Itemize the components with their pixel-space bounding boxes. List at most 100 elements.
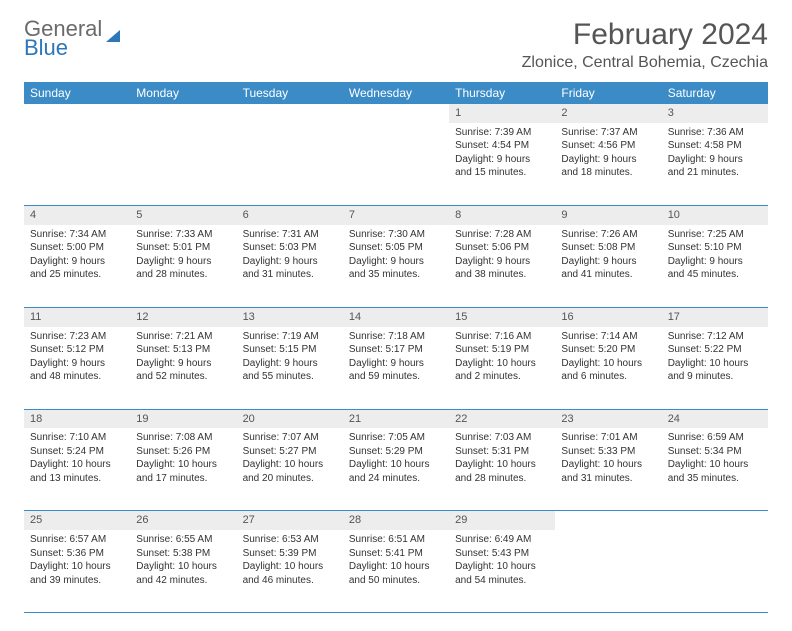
daylight-text: and 13 minutes. <box>30 472 124 486</box>
sunset-text: Sunset: 5:41 PM <box>349 547 443 561</box>
day-number: 4 <box>24 205 130 224</box>
sunrise-text: Sunrise: 7:10 AM <box>30 431 124 445</box>
day-number: 28 <box>343 511 449 530</box>
day-number-row: 11121314151617 <box>24 307 768 326</box>
daylight-text: Daylight: 10 hours <box>136 458 230 472</box>
daylight-text: and 28 minutes. <box>136 268 230 282</box>
day-cell: Sunrise: 7:05 AMSunset: 5:29 PMDaylight:… <box>343 428 449 511</box>
sunset-text: Sunset: 4:54 PM <box>455 139 549 153</box>
daylight-text: Daylight: 9 hours <box>349 255 443 269</box>
sunrise-text: Sunrise: 7:25 AM <box>668 228 762 242</box>
sunset-text: Sunset: 5:38 PM <box>136 547 230 561</box>
day-number: 16 <box>555 307 661 326</box>
daylight-text: Daylight: 10 hours <box>668 357 762 371</box>
sunset-text: Sunset: 5:27 PM <box>243 445 337 459</box>
daylight-text: Daylight: 9 hours <box>455 255 549 269</box>
daylight-text: and 52 minutes. <box>136 370 230 384</box>
daylight-text: and 6 minutes. <box>561 370 655 384</box>
location: Zlonice, Central Bohemia, Czechia <box>522 54 768 72</box>
day-cell: Sunrise: 7:25 AMSunset: 5:10 PMDaylight:… <box>662 225 768 308</box>
day-number: 8 <box>449 205 555 224</box>
sunset-text: Sunset: 5:08 PM <box>561 241 655 255</box>
day-cell: Sunrise: 6:59 AMSunset: 5:34 PMDaylight:… <box>662 428 768 511</box>
day-cell: Sunrise: 7:07 AMSunset: 5:27 PMDaylight:… <box>237 428 343 511</box>
day-number: 13 <box>237 307 343 326</box>
day-cell: Sunrise: 6:51 AMSunset: 5:41 PMDaylight:… <box>343 530 449 613</box>
day-cell: Sunrise: 6:53 AMSunset: 5:39 PMDaylight:… <box>237 530 343 613</box>
sunset-text: Sunset: 5:12 PM <box>30 343 124 357</box>
sunset-text: Sunset: 5:26 PM <box>136 445 230 459</box>
sunrise-text: Sunrise: 7:23 AM <box>30 330 124 344</box>
weekday-header: Wednesday <box>343 82 449 104</box>
daylight-text: and 39 minutes. <box>30 574 124 588</box>
day-cell <box>237 123 343 206</box>
daylight-text: Daylight: 10 hours <box>668 458 762 472</box>
day-cell: Sunrise: 7:33 AMSunset: 5:01 PMDaylight:… <box>130 225 236 308</box>
sunrise-text: Sunrise: 7:08 AM <box>136 431 230 445</box>
sunset-text: Sunset: 5:43 PM <box>455 547 549 561</box>
sunrise-text: Sunrise: 6:51 AM <box>349 533 443 547</box>
daylight-text: and 25 minutes. <box>30 268 124 282</box>
header: General Blue February 2024 Zlonice, Cent… <box>24 18 768 72</box>
sunset-text: Sunset: 5:00 PM <box>30 241 124 255</box>
daylight-text: and 46 minutes. <box>243 574 337 588</box>
day-cell: Sunrise: 7:14 AMSunset: 5:20 PMDaylight:… <box>555 327 661 410</box>
day-number: 17 <box>662 307 768 326</box>
sunrise-text: Sunrise: 7:34 AM <box>30 228 124 242</box>
daylight-text: Daylight: 10 hours <box>455 357 549 371</box>
day-cell: Sunrise: 7:34 AMSunset: 5:00 PMDaylight:… <box>24 225 130 308</box>
sunset-text: Sunset: 5:01 PM <box>136 241 230 255</box>
day-number: 3 <box>662 104 768 123</box>
daylight-text: Daylight: 9 hours <box>349 357 443 371</box>
sunset-text: Sunset: 5:31 PM <box>455 445 549 459</box>
daylight-text: and 59 minutes. <box>349 370 443 384</box>
weekday-header: Monday <box>130 82 236 104</box>
sunrise-text: Sunrise: 7:33 AM <box>136 228 230 242</box>
sunrise-text: Sunrise: 7:21 AM <box>136 330 230 344</box>
daylight-text: Daylight: 9 hours <box>136 357 230 371</box>
day-cell <box>24 123 130 206</box>
sunset-text: Sunset: 5:06 PM <box>455 241 549 255</box>
daylight-text: Daylight: 10 hours <box>561 458 655 472</box>
day-cell: Sunrise: 7:28 AMSunset: 5:06 PMDaylight:… <box>449 225 555 308</box>
day-number <box>237 104 343 123</box>
day-number: 12 <box>130 307 236 326</box>
day-cell: Sunrise: 7:31 AMSunset: 5:03 PMDaylight:… <box>237 225 343 308</box>
daylight-text: and 35 minutes. <box>349 268 443 282</box>
day-cell: Sunrise: 7:12 AMSunset: 5:22 PMDaylight:… <box>662 327 768 410</box>
daylight-text: and 38 minutes. <box>455 268 549 282</box>
day-content-row: Sunrise: 7:23 AMSunset: 5:12 PM Daylight:… <box>24 327 768 410</box>
daylight-text: and 42 minutes. <box>136 574 230 588</box>
daylight-text: Daylight: 9 hours <box>668 255 762 269</box>
daylight-text: Daylight: 9 hours <box>243 255 337 269</box>
day-cell: Sunrise: 7:03 AMSunset: 5:31 PMDaylight:… <box>449 428 555 511</box>
daylight-text: Daylight: 10 hours <box>349 560 443 574</box>
day-number: 7 <box>343 205 449 224</box>
weekday-header: Friday <box>555 82 661 104</box>
daylight-text: Daylight: 10 hours <box>455 560 549 574</box>
daylight-text: Daylight: 9 hours <box>561 255 655 269</box>
daylight-text: and 54 minutes. <box>455 574 549 588</box>
sunset-text: Sunset: 5:22 PM <box>668 343 762 357</box>
day-number: 19 <box>130 409 236 428</box>
daylight-text: and 18 minutes. <box>561 166 655 180</box>
daylight-text: Daylight: 9 hours <box>561 153 655 167</box>
daylight-text: and 9 minutes. <box>668 370 762 384</box>
day-number: 18 <box>24 409 130 428</box>
sunrise-text: Sunrise: 7:30 AM <box>349 228 443 242</box>
sunrise-text: Sunrise: 7:03 AM <box>455 431 549 445</box>
sunset-text: Sunset: 5:36 PM <box>30 547 124 561</box>
daylight-text: and 24 minutes. <box>349 472 443 486</box>
daylight-text: Daylight: 9 hours <box>455 153 549 167</box>
day-number: 20 <box>237 409 343 428</box>
day-number <box>130 104 236 123</box>
logo-triangle-icon <box>106 30 120 42</box>
day-number: 1 <box>449 104 555 123</box>
sunrise-text: Sunrise: 7:05 AM <box>349 431 443 445</box>
sunrise-text: Sunrise: 7:01 AM <box>561 431 655 445</box>
day-number: 6 <box>237 205 343 224</box>
daylight-text: Daylight: 10 hours <box>455 458 549 472</box>
daylight-text: and 15 minutes. <box>455 166 549 180</box>
sunset-text: Sunset: 4:58 PM <box>668 139 762 153</box>
day-content-row: Sunrise: 6:57 AMSunset: 5:36 PMDaylight:… <box>24 530 768 613</box>
